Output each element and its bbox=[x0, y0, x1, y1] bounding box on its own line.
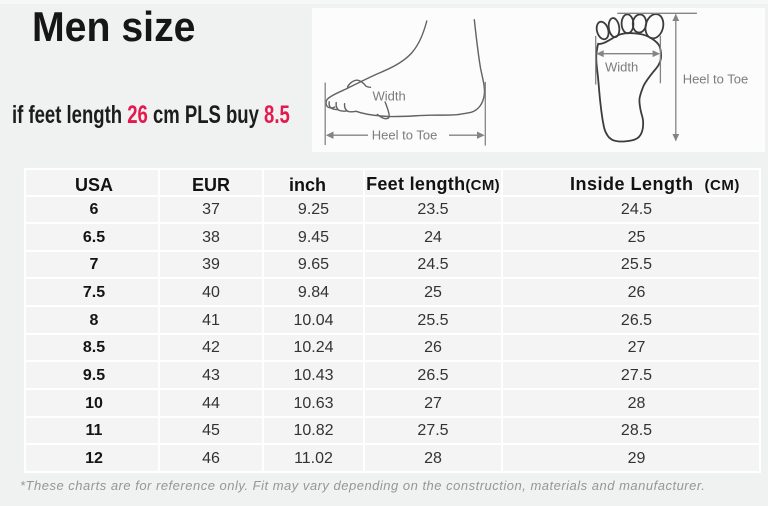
svg-text:Width: Width bbox=[605, 60, 638, 75]
svg-text:Heel to Toe: Heel to Toe bbox=[683, 72, 749, 87]
svg-text:Width: Width bbox=[373, 89, 406, 104]
svg-text:Heel to Toe: Heel to Toe bbox=[372, 128, 438, 143]
